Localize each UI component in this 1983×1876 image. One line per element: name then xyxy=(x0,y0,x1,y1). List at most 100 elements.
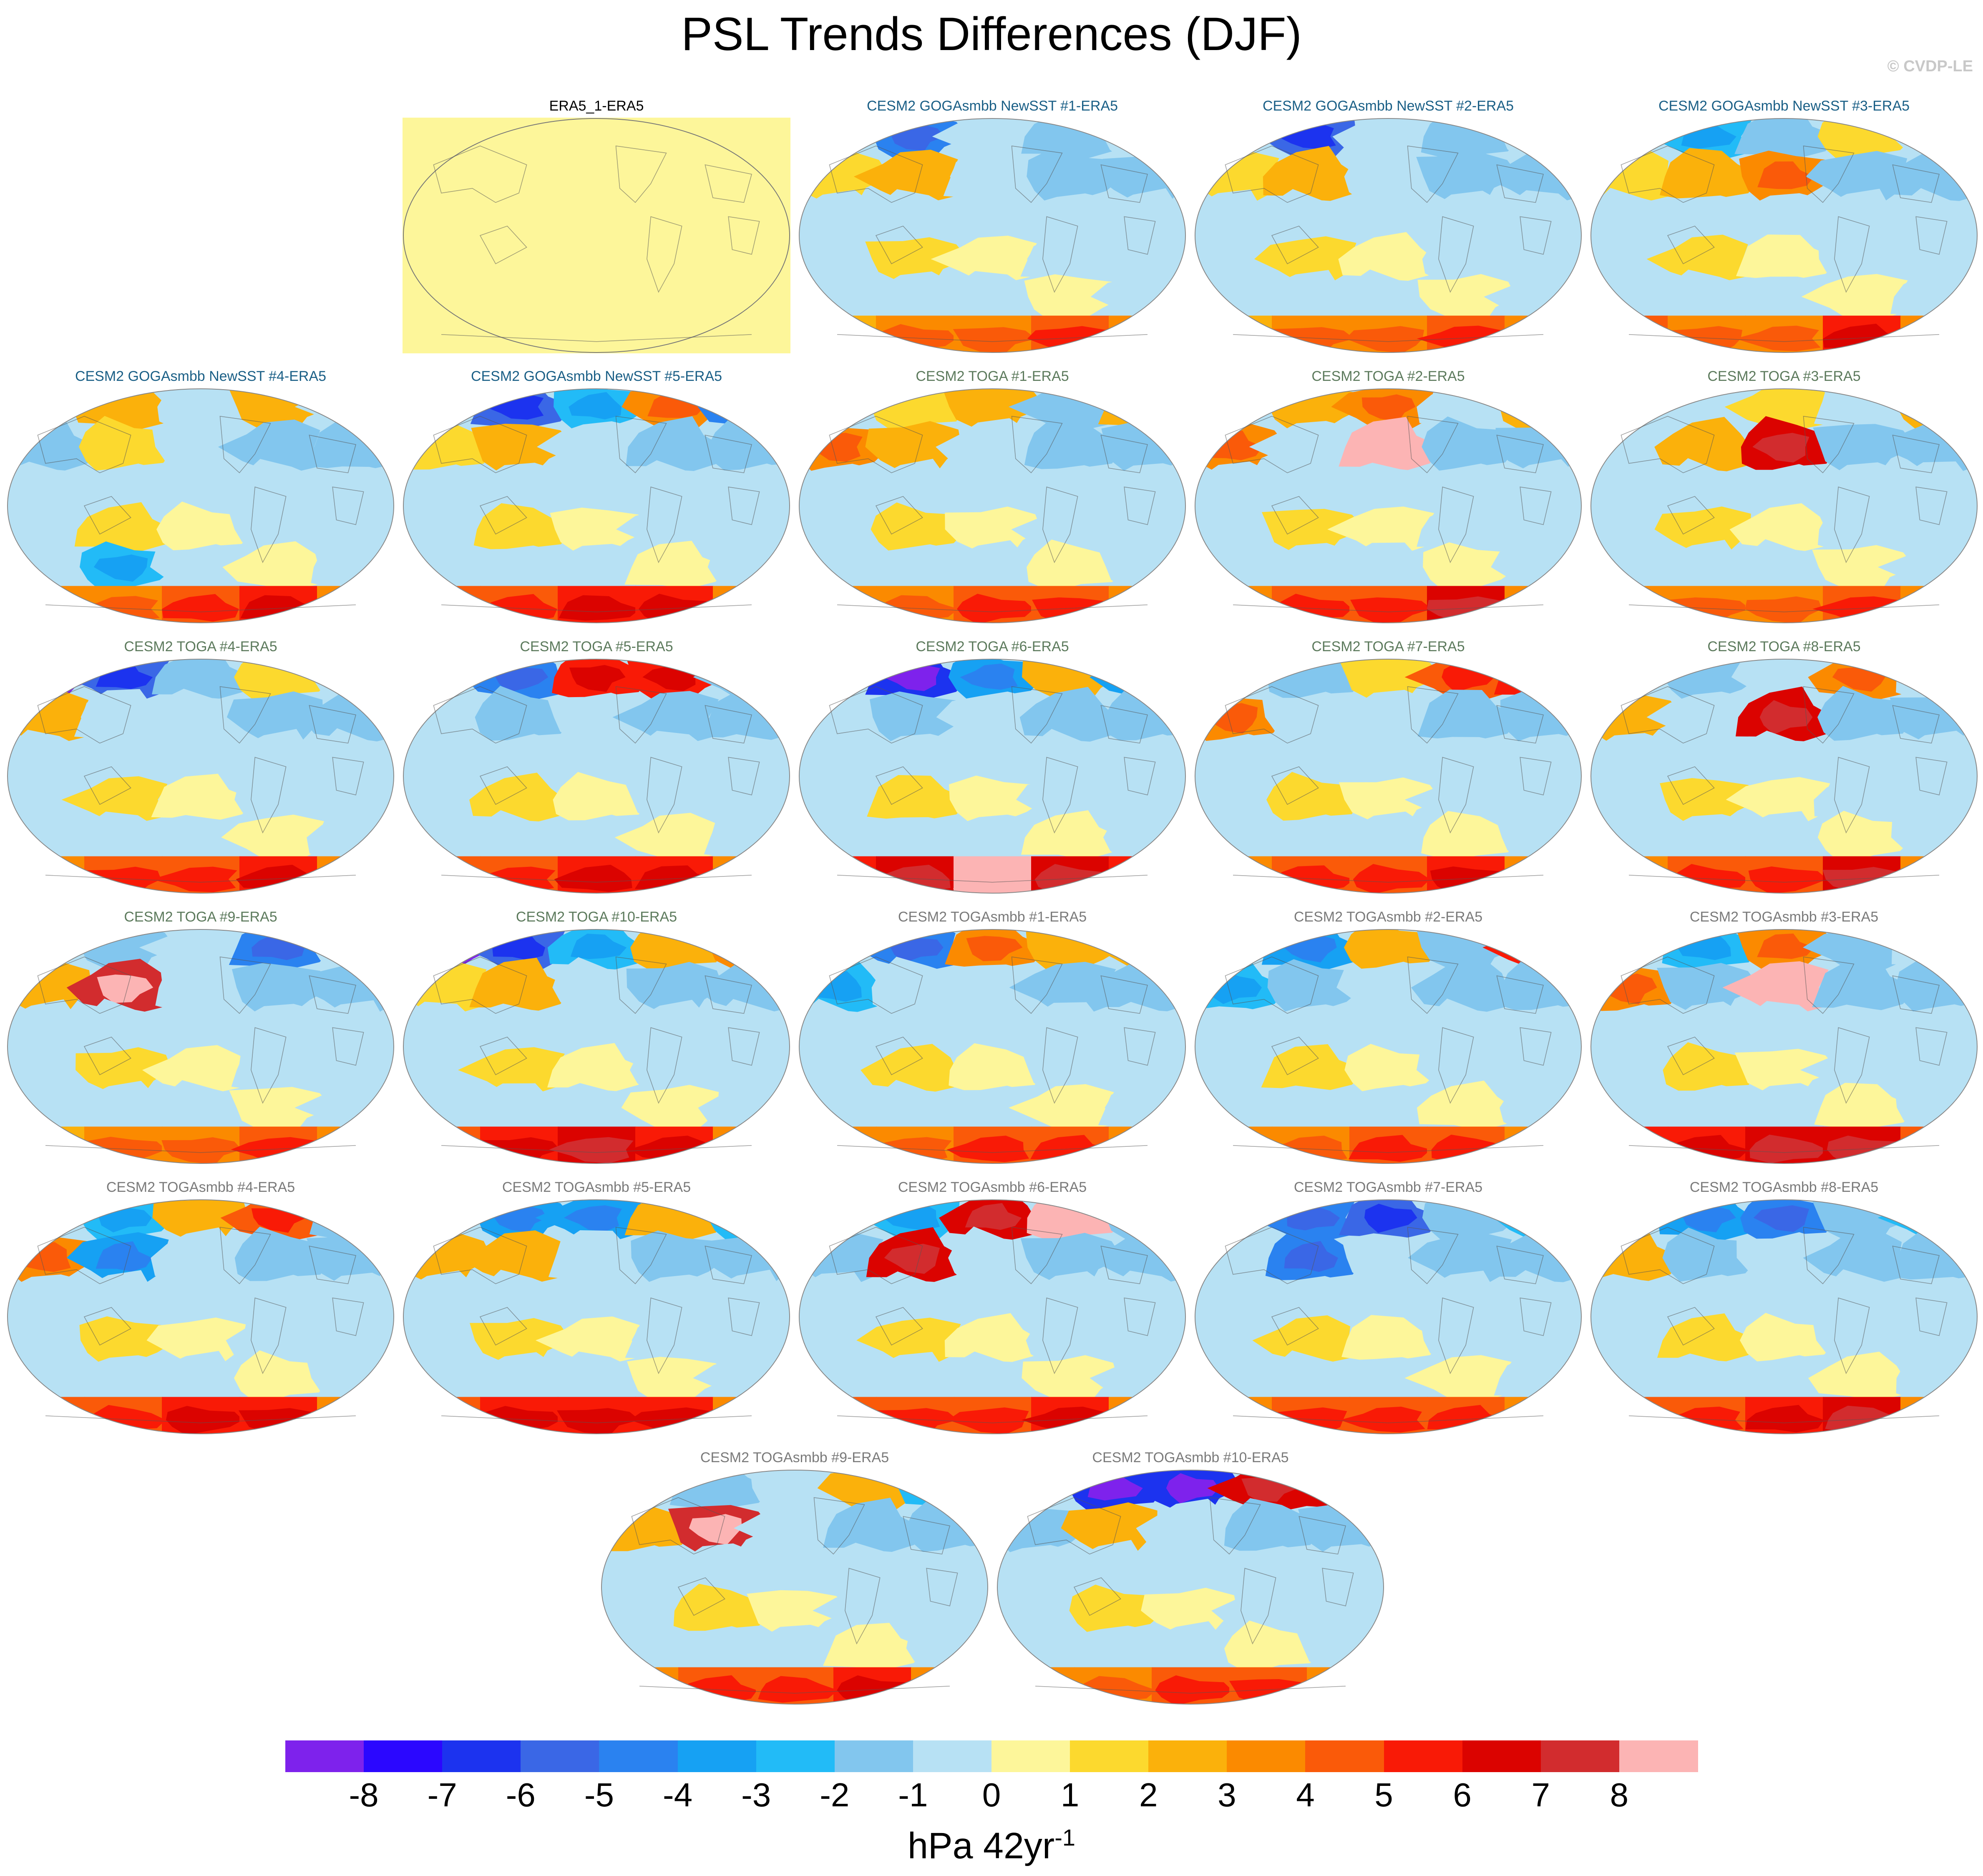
field-zone xyxy=(70,463,168,519)
field-zone xyxy=(476,1269,572,1328)
field-core xyxy=(1350,597,1432,623)
field-core xyxy=(1516,665,1573,691)
field-zone xyxy=(79,1316,177,1367)
field-core xyxy=(1753,1205,1809,1232)
field-zone xyxy=(311,1047,394,1097)
field-core xyxy=(8,868,90,893)
field-zone xyxy=(1740,1313,1836,1368)
field-zone xyxy=(1339,1357,1443,1404)
field-core xyxy=(1364,1204,1417,1233)
colorbar-swatch xyxy=(1305,1740,1384,1772)
field-core xyxy=(1591,865,1673,891)
field-core xyxy=(570,934,627,959)
colorbar-swatch xyxy=(1148,1740,1228,1772)
field-core xyxy=(1353,864,1430,893)
colorbar xyxy=(285,1740,1698,1772)
coastlines xyxy=(37,415,364,612)
map-plot xyxy=(799,1199,1186,1434)
field-core xyxy=(1749,1134,1827,1163)
field-zone xyxy=(945,195,1047,247)
field-zone xyxy=(856,1317,961,1365)
field-zone xyxy=(1818,1269,1915,1329)
field-zone xyxy=(1408,191,1512,245)
field-zone xyxy=(871,502,967,557)
field-zone xyxy=(1345,729,1442,787)
field-zone xyxy=(463,1352,564,1401)
field-zone xyxy=(746,1543,850,1594)
map-panel: CESM2 GOGAsmbb NewSST #4-ERA5 xyxy=(7,367,395,626)
field-zone xyxy=(1879,1316,1977,1363)
map-panel-title: CESM2 TOGAsmbb #6-ERA5 xyxy=(898,1179,1087,1195)
field-zone xyxy=(823,1623,927,1670)
map-panel: CESM2 TOGAsmbb #6-ERA5 xyxy=(798,1178,1186,1437)
map-plot xyxy=(1195,1199,1582,1434)
field-zone xyxy=(75,1047,172,1098)
field-core xyxy=(84,866,161,893)
field-zone xyxy=(1483,734,1581,787)
field-zone xyxy=(1195,1006,1288,1058)
field-core xyxy=(407,1405,484,1434)
map-panel-title: CESM2 TOGA #6-ERA5 xyxy=(916,639,1069,655)
field-zone xyxy=(869,691,969,747)
field-zone xyxy=(853,734,961,786)
map-outline xyxy=(403,929,790,1164)
map-panel-title: CESM2 GOGAsmbb NewSST #3-ERA5 xyxy=(1658,98,1910,114)
field-zone xyxy=(1591,1004,1676,1061)
field-zone xyxy=(1421,1317,1520,1367)
coastlines xyxy=(433,956,760,1153)
field-zone xyxy=(1892,509,1977,554)
colorbar-swatch xyxy=(521,1740,600,1772)
colorbar-tick-label: -6 xyxy=(506,1776,536,1813)
field-core xyxy=(884,1244,940,1274)
colorbar-tick-label: -5 xyxy=(584,1776,614,1813)
map-outline xyxy=(403,388,790,623)
field-core xyxy=(1364,431,1418,464)
field-zone xyxy=(1591,1317,1675,1365)
field-core xyxy=(1745,596,1822,623)
field-zone xyxy=(403,1049,496,1095)
field-zone xyxy=(1808,1352,1907,1401)
field-core xyxy=(1901,325,1977,350)
field-zone xyxy=(1088,1047,1185,1095)
field-zone xyxy=(548,1277,652,1328)
field-core xyxy=(405,1137,485,1163)
field-zone xyxy=(1657,195,1761,248)
field-zone xyxy=(1136,1498,1236,1554)
field-zone xyxy=(799,1319,892,1366)
map-outline xyxy=(1195,659,1582,894)
field-zone xyxy=(1100,504,1185,551)
field-zone xyxy=(657,1543,763,1596)
field-zone xyxy=(1818,234,1915,286)
field-core xyxy=(1512,1205,1569,1232)
field-zone xyxy=(151,1005,255,1060)
field-zone xyxy=(1333,811,1434,861)
field-zone xyxy=(626,962,723,1018)
map-panel-title: CESM2 TOGAsmbb #1-ERA5 xyxy=(898,909,1087,925)
colorbar-tick-label: 6 xyxy=(1453,1776,1472,1813)
coastlines xyxy=(1225,686,1552,883)
field-zone xyxy=(1009,962,1116,1015)
field-zone xyxy=(949,776,1046,827)
field-zone xyxy=(1497,190,1581,244)
map-outline xyxy=(1195,929,1582,1164)
map-plot xyxy=(403,118,790,353)
field-zone xyxy=(1890,1277,1977,1329)
field-zone xyxy=(866,1005,966,1061)
field-zone xyxy=(614,1274,720,1328)
coastlines xyxy=(433,686,760,883)
field-zone xyxy=(147,459,246,515)
field-zone xyxy=(1411,958,1511,1013)
colorbar-swatch xyxy=(1462,1740,1541,1772)
coastlines xyxy=(1621,686,1948,883)
field-zone xyxy=(1494,238,1581,285)
field-zone xyxy=(941,1274,1038,1331)
field-zone xyxy=(1195,659,1279,700)
field-zone xyxy=(1331,1085,1434,1133)
field-core xyxy=(97,975,154,1003)
field-zone xyxy=(1591,504,1682,557)
field-zone xyxy=(1024,418,1125,473)
field-zone xyxy=(72,1080,169,1131)
field-zone xyxy=(1736,1232,1833,1289)
field-zone xyxy=(458,463,565,515)
